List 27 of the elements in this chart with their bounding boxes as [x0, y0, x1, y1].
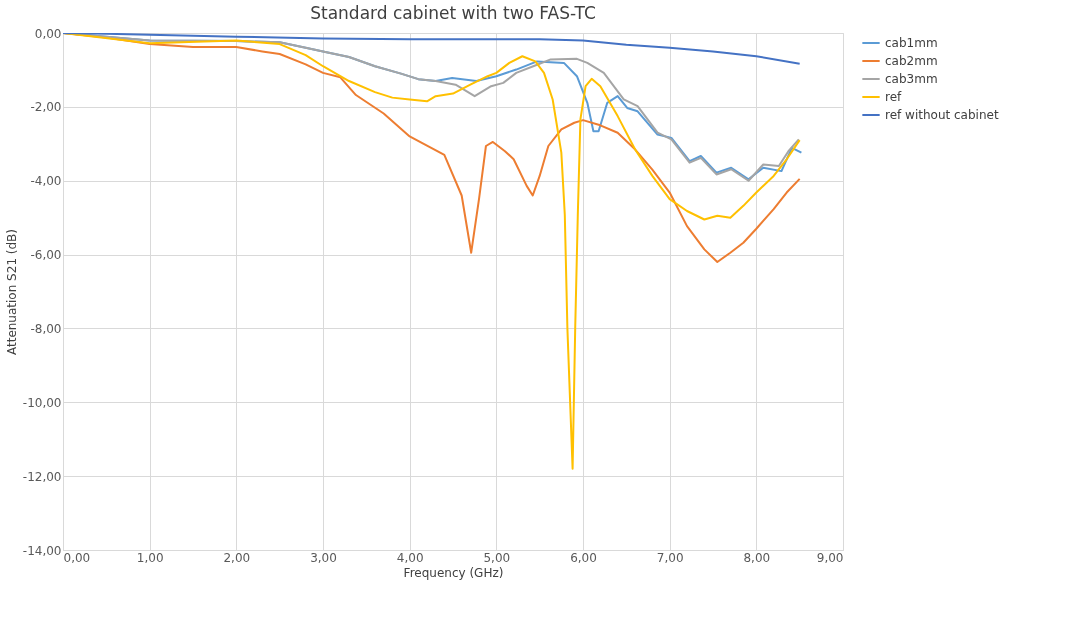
x-tick-label: 8,00 [743, 550, 771, 565]
x-tick-label: 1,00 [136, 550, 164, 565]
legend-label: ref [885, 90, 903, 104]
y-tick-label: -14,00 [22, 543, 62, 558]
x-tick-label: 7,00 [656, 550, 684, 565]
x-tick-label: 5,00 [483, 550, 511, 565]
y-tick-label: -6,00 [30, 248, 62, 263]
y-tick-label: -12,00 [22, 469, 62, 484]
x-tick-label: 3,00 [310, 550, 337, 565]
x-axis-title: Frequency (GHz) [403, 565, 504, 580]
x-tick-label: 2,00 [223, 550, 251, 565]
x-tick-label: 6,00 [570, 550, 597, 565]
x-tick-label: 0,00 [63, 550, 91, 565]
y-tick-label: -2,00 [30, 100, 62, 115]
y-tick-label: -8,00 [30, 321, 62, 336]
legend-label: cab2mm [885, 54, 938, 68]
y-tick-label: -10,00 [22, 395, 62, 410]
y-tick-label: 0,00 [34, 26, 62, 41]
legend-label: cab3mm [885, 72, 938, 86]
x-tick-label: 4,00 [396, 550, 424, 565]
chart-title: Standard cabinet with two FAS-TC [310, 3, 596, 23]
legend-label: cab1mm [885, 36, 938, 50]
x-tick-label: 9,00 [816, 550, 844, 565]
y-axis-title: Attenuation S21 (dB) [4, 228, 19, 356]
y-tick-label: -4,00 [30, 174, 62, 189]
legend-label: ref without cabinet [885, 108, 999, 122]
line-series [63, 33, 801, 65]
